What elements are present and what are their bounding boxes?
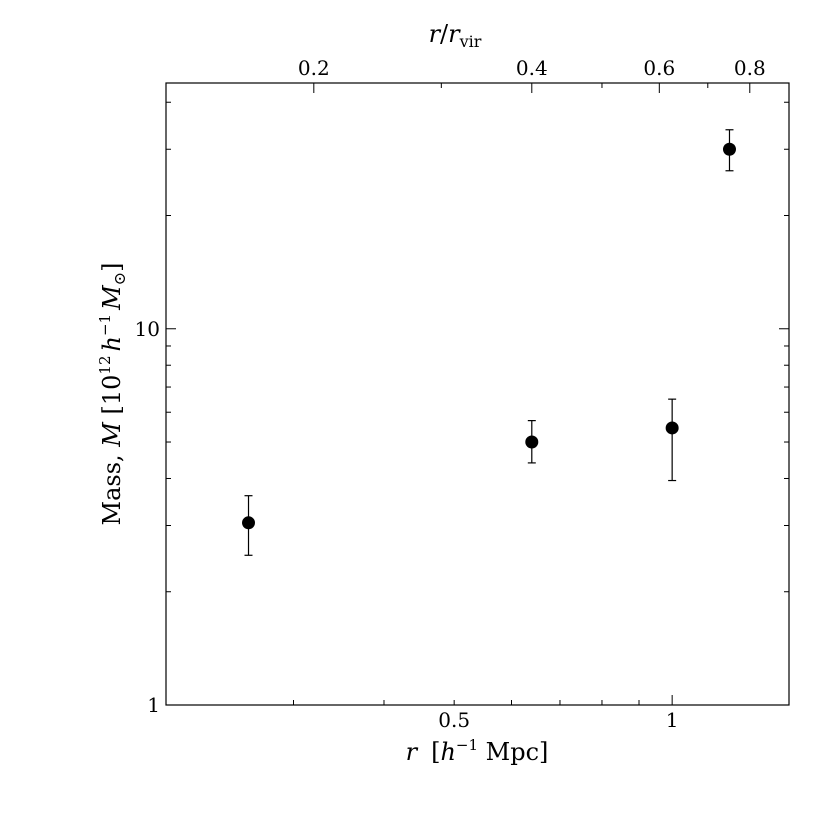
y-tick-label: 10 xyxy=(135,317,160,341)
top-x-axis-label: r/rvir xyxy=(429,20,482,51)
top-tick-label: 0.2 xyxy=(298,56,330,80)
x-tick-label: 1 xyxy=(666,708,679,732)
y-tick-label: 1 xyxy=(147,693,160,717)
y-axis-label: Mass, M [1012h−1M⊙] xyxy=(96,263,129,526)
data-point xyxy=(242,516,256,530)
data-point xyxy=(665,421,679,435)
top-tick-label: 0.4 xyxy=(516,56,548,80)
x-tick-label: 0.5 xyxy=(438,708,470,732)
x-axis-label: r [h−1 Mpc] xyxy=(406,736,549,766)
data-points xyxy=(242,129,736,556)
tick-marks xyxy=(165,83,789,706)
tick-labels: 1 10 0.5 1 0.2 0.4 0.6 0.8 xyxy=(135,56,766,732)
plot-frame xyxy=(165,82,790,706)
data-point xyxy=(525,435,539,449)
data-point xyxy=(722,142,736,156)
top-tick-label: 0.6 xyxy=(643,56,675,80)
top-tick-label: 0.8 xyxy=(734,56,766,80)
